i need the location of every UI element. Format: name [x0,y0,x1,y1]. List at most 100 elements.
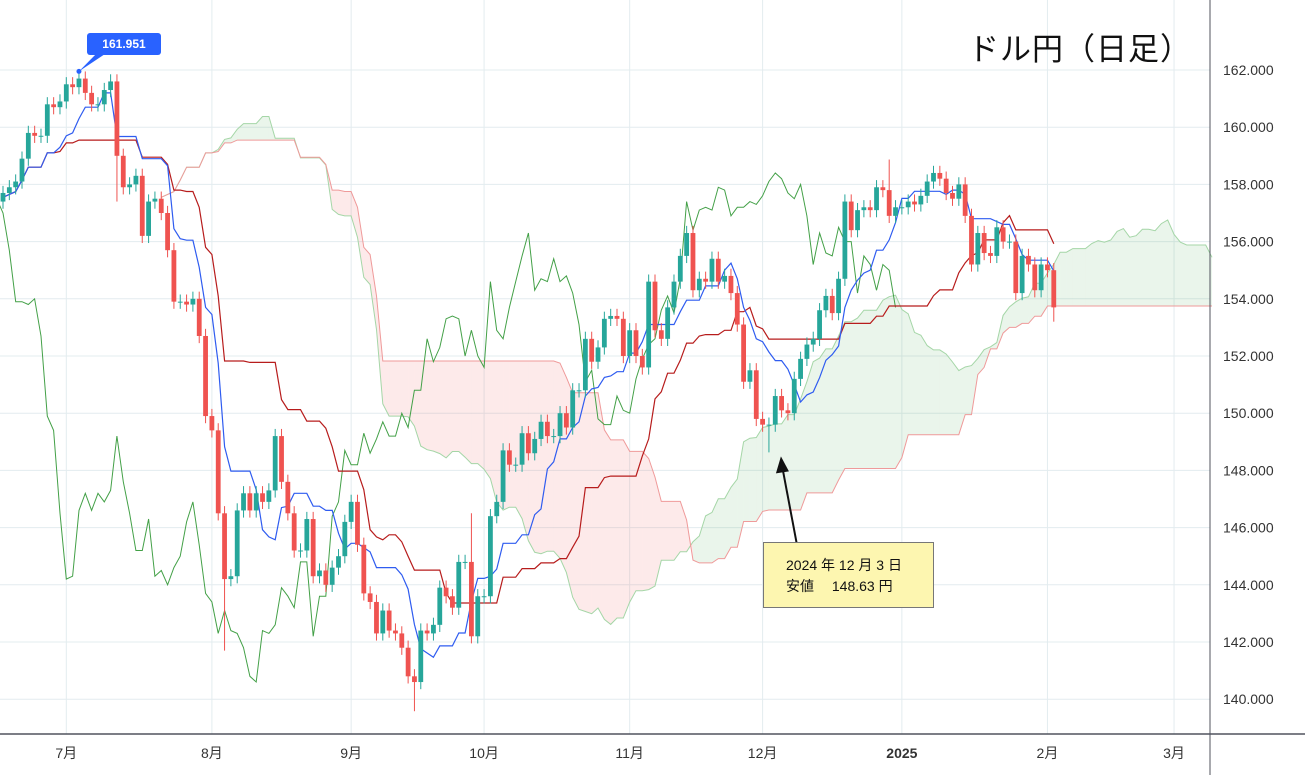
cloud-segment-bullish [1161,220,1168,306]
price-tick-label: 142.000 [1223,634,1274,650]
candle-body [367,593,373,602]
candle-body [924,181,930,196]
cloud-segment-bullish [237,123,244,141]
cloud-segment-bearish [351,191,358,238]
grid [0,0,1210,734]
price-tick-label: 156.000 [1223,234,1274,250]
cloud-segment-bearish [566,377,573,598]
candle-body [823,295,829,311]
cloud-segment-bullish [927,345,934,435]
candle-body [146,201,151,236]
time-tick-label: 2月 [1037,745,1059,761]
candle-up [177,294,183,309]
cloud-segment-bullish [800,381,807,511]
candle-up [519,426,525,472]
candle-body [734,293,740,325]
candle-body [342,521,348,557]
candle-body [266,490,272,502]
candle-up [747,363,753,389]
candle-up [601,311,607,355]
cloud-segment-bullish [1022,296,1029,324]
candle-body [323,570,329,585]
candle-body [652,281,658,331]
cloud-segment-bearish [572,392,580,610]
candle-body [418,630,424,683]
cloud-segment-bullish [1117,228,1124,306]
cloud-segment-bearish [376,295,383,404]
candle-up [956,177,962,206]
candle-body [481,596,487,598]
candle-up [823,288,829,318]
candle-body [893,207,898,216]
cloud-segment-bullish [914,332,921,435]
candle-down [633,323,639,364]
candle-body [658,330,664,339]
candle-up [228,569,234,587]
cloud-segment-bullish [1123,228,1130,306]
candle-body [791,378,797,414]
candle-body [608,315,614,319]
candle-body [544,421,550,437]
cloud-segment-bullish [863,310,871,469]
candle-body [601,318,607,348]
cloud-segment-bullish [825,348,833,493]
candle-down [734,285,740,332]
candle-body [766,424,772,426]
cloud-segment-bullish [1034,283,1042,317]
candle-up [772,388,778,432]
candle-down [507,443,512,472]
candle-body [291,513,297,551]
cloud-segment-bearish [654,477,662,587]
price-tick-label: 152.000 [1223,348,1274,364]
candle-up [798,351,803,387]
candle-body [393,630,398,634]
price-tick-label: 146.000 [1223,520,1274,536]
ichimoku-cloud [161,116,1213,625]
candle-body [260,493,265,502]
cloud-segment-bullish [1098,240,1105,306]
time-tick-label: 9月 [340,745,362,761]
candle-up [38,128,44,143]
cloud-segment-bullish [882,296,890,469]
time-axis[interactable]: 7月 8月 9月 10月 11月 12月 2025 2月 3月 [0,733,1305,761]
cloud-segment-bearish [433,360,440,454]
candle-up [437,580,443,632]
price-axis[interactable]: 140.000 142.000 144.000 146.000 148.000 150.0… [1209,0,1274,775]
candle-body [25,132,31,159]
candle-up [855,202,860,238]
candle-body [329,567,335,585]
candle-down [760,411,765,432]
candle-down [310,511,316,584]
cloud-segment-bearish [680,501,687,552]
candle-down [728,268,734,301]
cloud-segment-bullish [971,358,978,415]
candle-down [937,165,943,186]
candle-body [829,295,835,314]
candle-body [171,250,177,302]
candle-body [861,207,867,211]
cloud-segment-bullish [749,437,757,522]
candle-up [348,494,354,530]
candle-body [494,501,500,517]
candle-body [101,90,107,105]
candle-up [63,77,69,109]
candle-body [63,84,69,102]
cloud-segment-bullish [724,487,731,559]
cloud-segment-bearish [490,360,497,503]
candle-body [639,356,645,368]
cloud-segment-bullish [819,348,826,493]
cloud-segment-bearish [585,392,592,614]
cloud-segment-bullish [1142,229,1149,306]
cloud-segment-bearish [579,392,586,612]
candle-up [684,225,690,264]
candle-body [842,201,848,279]
candle-down [690,225,696,298]
candle-up [595,340,601,369]
cloud-segment-bearish [534,360,542,554]
cloud-segment-bullish [1180,242,1187,306]
candle-down [544,414,550,444]
price-tick-label: 158.000 [1223,176,1274,192]
cloud-segment-bullish [806,361,814,493]
cloud-segment-bullish [851,318,858,469]
